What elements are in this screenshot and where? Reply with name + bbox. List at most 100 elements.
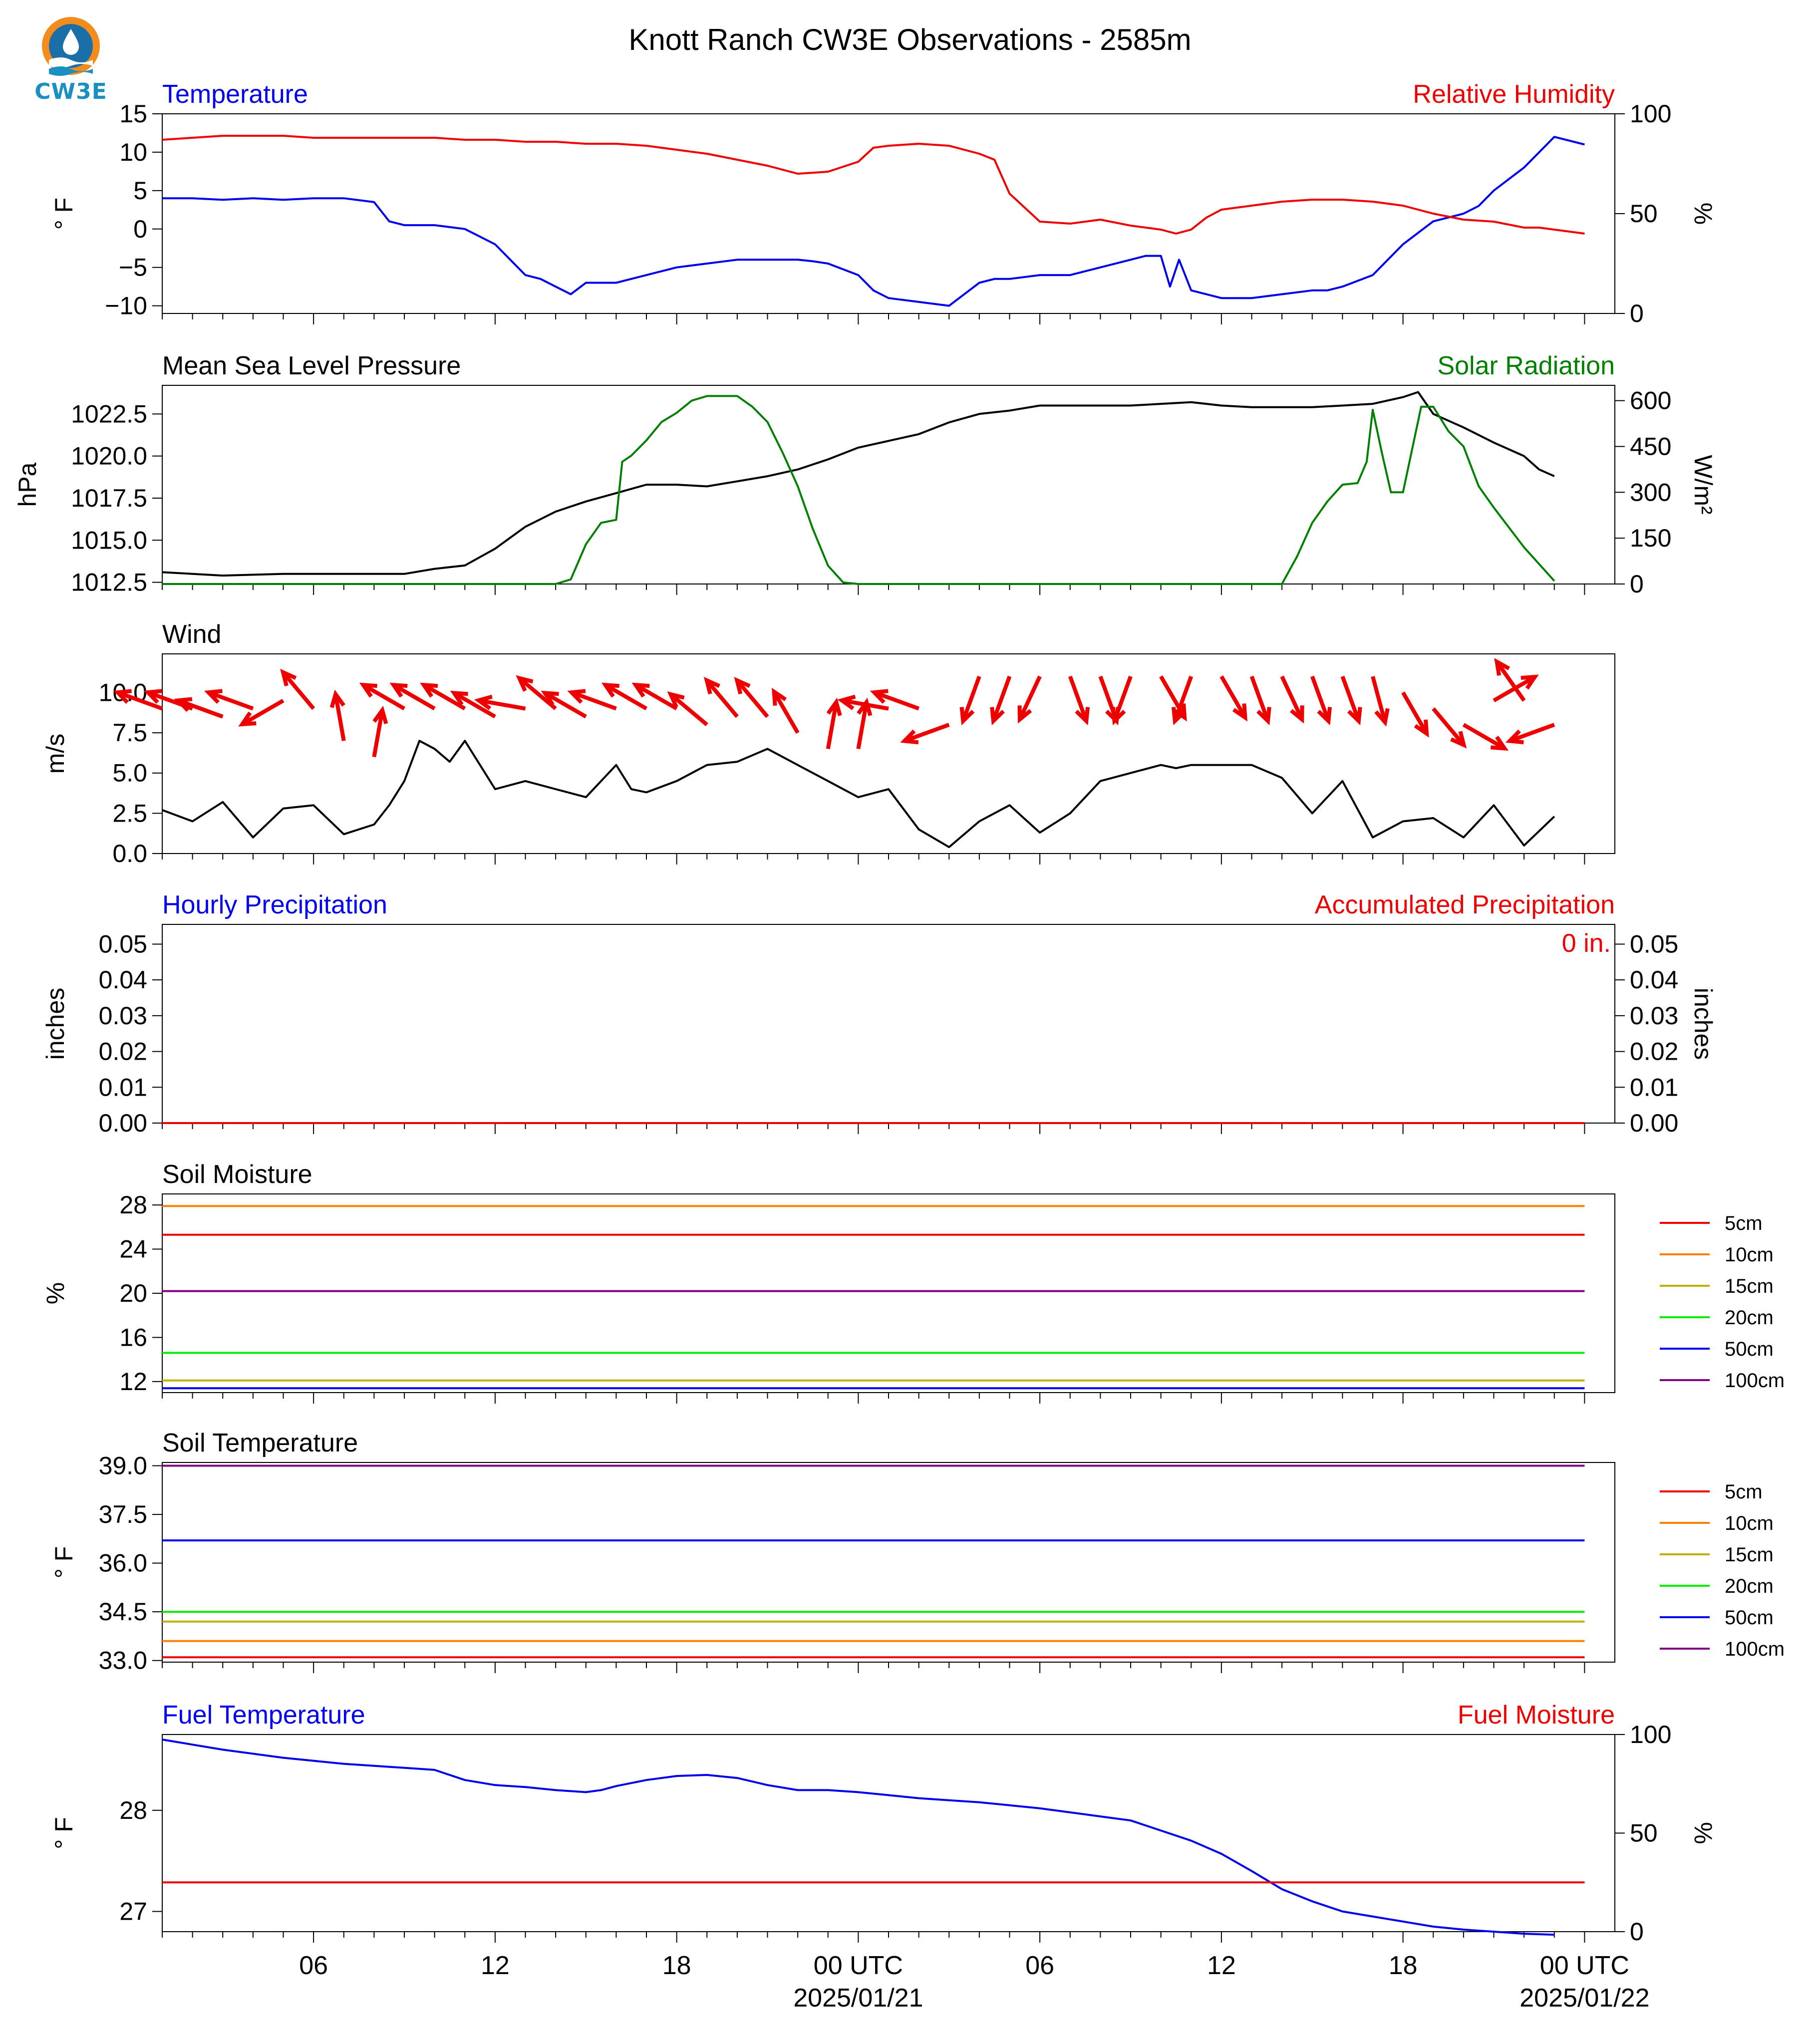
y-tick-label-right: 50	[1630, 1819, 1658, 1847]
wind-arrow	[1509, 723, 1555, 743]
wind-arrow-head	[837, 694, 856, 710]
wind-arrow	[991, 675, 1012, 722]
series-line-0	[162, 391, 1555, 577]
wind-arrow-head	[631, 682, 650, 698]
legend-label: 50cm	[1725, 1338, 1774, 1360]
wind-arrow-head	[1075, 707, 1090, 726]
wind-arrow-head	[516, 675, 534, 692]
wind-arrow	[604, 683, 647, 711]
legend-label: 10cm	[1725, 1512, 1774, 1534]
wind-arrow	[705, 679, 739, 718]
y-axis-label-right: %	[1689, 1822, 1717, 1844]
y-tick-label-right: 0.02	[1630, 1038, 1678, 1066]
series-line-0	[162, 740, 1555, 849]
panel-title-right: Accumulated Precipitation	[1315, 890, 1615, 919]
wind-arrow	[478, 698, 526, 711]
wind-arrow	[1495, 660, 1526, 702]
panel-3: Hourly Precipitation Accumulated Precipit…	[41, 890, 1717, 1137]
wind-arrow-head	[541, 690, 559, 706]
y-tick-label: 28	[119, 1796, 147, 1824]
wind-arrow	[841, 698, 889, 711]
wind-arrow-head	[1494, 658, 1511, 676]
wind-arrow	[634, 683, 678, 711]
y-tick-label-right: 100	[1630, 100, 1671, 128]
series-line-1	[162, 135, 1585, 235]
panel-title-right: Fuel Moisture	[1458, 1701, 1615, 1730]
y-tick-label: 24	[119, 1235, 147, 1263]
wind-arrow-head	[1171, 707, 1187, 726]
y-tick-label-right: 450	[1630, 432, 1671, 460]
y-tick-label: 0.00	[99, 1109, 147, 1137]
x-tick-label: 12	[1207, 1951, 1236, 1980]
x-date-label: 2025/01/22	[1519, 1984, 1649, 2013]
wind-arrow	[735, 679, 769, 718]
y-tick-label: 28	[119, 1191, 147, 1219]
y-axis-label: ° F	[50, 198, 78, 230]
wind-arrow	[1401, 691, 1429, 735]
y-tick-label: −5	[119, 254, 147, 282]
legend-label: 20cm	[1725, 1307, 1774, 1329]
panel-title-right: Solar Radiation	[1437, 351, 1615, 380]
legend-label: 20cm	[1725, 1575, 1774, 1597]
y-tick-label: 1017.5	[71, 484, 147, 512]
y-tick-label: 33.0	[99, 1647, 147, 1675]
wind-arrow	[1018, 675, 1042, 720]
y-tick-label-right: 50	[1630, 200, 1658, 228]
wind-arrow	[1249, 675, 1270, 722]
y-axis-label: ° F	[50, 1817, 78, 1849]
y-tick-label: 5	[133, 177, 147, 205]
wind-arrow-head	[450, 690, 468, 706]
wind-arrow-head	[280, 668, 297, 687]
y-tick-label-right: 0.01	[1630, 1073, 1678, 1101]
x-tick-label: 00 UTC	[1540, 1951, 1629, 1980]
y-tick-label: 0.05	[99, 930, 147, 958]
wind-arrow	[1340, 675, 1361, 722]
y-tick-label: 5.0	[112, 759, 147, 787]
accumulated-total-label: 0 in.	[1562, 929, 1611, 958]
legend: 5cm 10cm 15cm 20cm 50cm 100cm	[1660, 1212, 1785, 1392]
wind-arrow-head	[174, 697, 193, 712]
y-tick-label: 27	[119, 1897, 147, 1925]
y-tick-label: 0.02	[99, 1038, 147, 1066]
wind-arrow-head	[826, 697, 842, 716]
y-tick-label-right: 0.04	[1630, 966, 1678, 994]
panel-0: Temperature Relative Humidity151050−5−10°…	[50, 80, 1717, 327]
wind-arrow-head	[1450, 731, 1467, 749]
panel-5: Soil Temperature 39.0 37.5 36.0 34.5 33.0 ° F 5…	[50, 1429, 1785, 1675]
y-tick-label-right: 0.05	[1630, 930, 1678, 958]
y-axis-label-right: W/m²	[1689, 455, 1717, 514]
wind-arrow-head	[474, 694, 493, 710]
y-axis-label: m/s	[41, 734, 69, 774]
wind-arrow	[281, 671, 315, 710]
y-tick-label-right: 300	[1630, 478, 1671, 506]
series-line-1	[162, 395, 1555, 585]
wind-arrow	[241, 699, 285, 726]
y-axis-label: ° F	[50, 1546, 78, 1578]
x-tick-label: 12	[481, 1951, 510, 1980]
wind-arrow	[1068, 675, 1089, 722]
y-tick-label: 15	[119, 100, 147, 128]
panel-title-left: Mean Sea Level Pressure	[162, 351, 461, 380]
wind-arrow-head	[1290, 705, 1304, 724]
legend-label: 15cm	[1725, 1275, 1774, 1297]
y-tick-label-right: 100	[1630, 1721, 1671, 1748]
panel-frame	[162, 113, 1615, 314]
wind-arrow	[208, 690, 254, 711]
wind-arrow-head	[1490, 736, 1509, 751]
wind-arrow	[422, 683, 466, 711]
cw3e-logo	[26, 14, 116, 104]
wind-arrow	[1371, 676, 1387, 723]
wind-arrow-head	[1232, 703, 1247, 722]
wind-arrow-head	[359, 682, 377, 698]
panel-title-left: Soil Temperature	[162, 1429, 358, 1457]
wind-arrow-head	[1256, 707, 1271, 726]
wind-arrow-head	[420, 682, 438, 698]
wind-arrow	[1432, 707, 1466, 747]
wind-arrow	[1112, 675, 1133, 722]
wind-arrow	[362, 683, 406, 711]
wind-arrow	[1280, 675, 1304, 720]
panel-title-left: Hourly Precipitation	[162, 890, 387, 919]
wind-arrow	[1219, 675, 1247, 719]
wind-arrow-head	[389, 682, 408, 698]
